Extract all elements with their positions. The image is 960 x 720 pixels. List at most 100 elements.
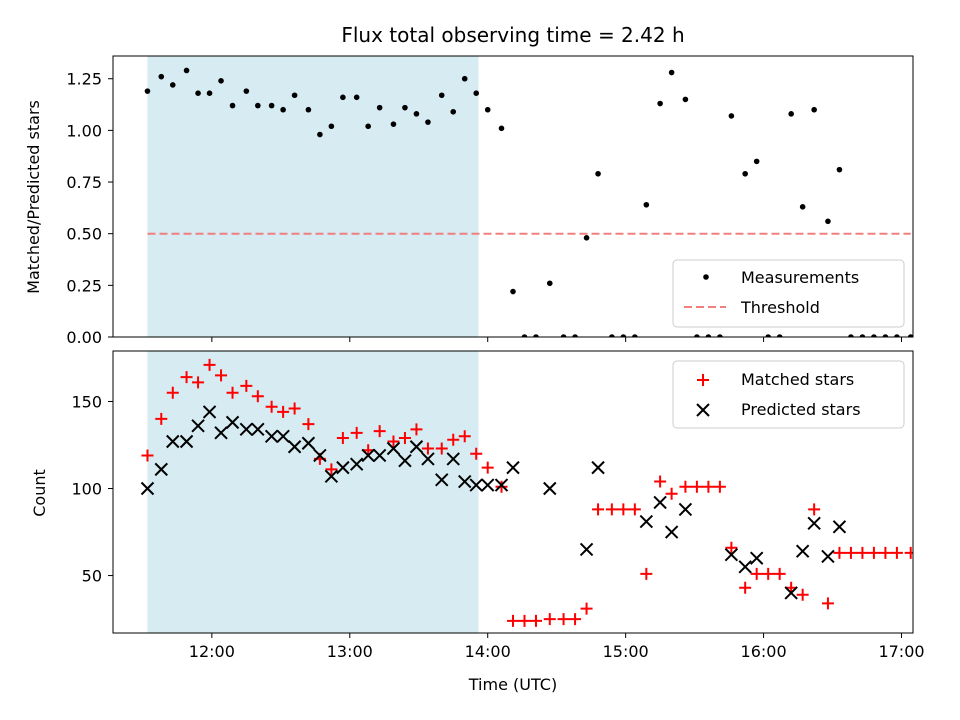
- matched-star-point: [569, 613, 582, 626]
- measurement-point: [572, 334, 578, 337]
- predicted-star-point: [832, 520, 847, 534]
- legend-threshold-label: Threshold: [740, 298, 820, 317]
- matched-star-point: [215, 369, 228, 382]
- predicted-star-point: [349, 457, 364, 471]
- legend-matched-marker: [697, 374, 709, 386]
- predicted-star-point: [372, 448, 387, 463]
- measurement-point: [498, 125, 505, 132]
- predicted-star-point: [202, 405, 217, 419]
- predicted-star-point: [543, 481, 557, 496]
- measurement-point: [717, 334, 723, 337]
- measurement-point: [521, 334, 528, 337]
- measurement-point: [461, 75, 468, 82]
- legend-measurements-marker: [703, 274, 709, 280]
- matched-star-point: [762, 567, 775, 580]
- measurement-point: [657, 100, 663, 107]
- measurement-point: [291, 92, 298, 99]
- x-tick-label: 14:00: [465, 642, 511, 661]
- measurement-point: [742, 170, 748, 177]
- matched-star-point: [713, 480, 726, 493]
- measurement-point: [353, 94, 360, 101]
- predicted-star-point: [214, 426, 228, 440]
- predicted-star-point: [191, 419, 205, 433]
- predicted-star-point: [807, 516, 821, 531]
- matched-star-point: [180, 371, 193, 384]
- measurement-point: [280, 106, 286, 113]
- measurement-point: [317, 131, 323, 138]
- measurement-point: [859, 334, 866, 337]
- predicted-star-point: [821, 549, 835, 564]
- predicted-star-point: [287, 440, 302, 454]
- measurement-point: [376, 104, 383, 111]
- measurement-point: [765, 334, 771, 337]
- predicted-star-point: [166, 434, 180, 449]
- measurement-point: [753, 158, 760, 165]
- measurement-point: [229, 102, 236, 109]
- measurement-point: [620, 334, 627, 337]
- measurement-point: [268, 102, 275, 109]
- matched-star-point: [203, 358, 216, 371]
- measurement-point: [340, 94, 346, 101]
- matched-star-point: [821, 597, 834, 610]
- bottom-legend: Matched stars Predicted stars: [672, 360, 905, 429]
- predicted-star-point: [738, 560, 752, 574]
- matched-star-point: [529, 614, 542, 627]
- y-tick-label: 1.25: [66, 70, 102, 89]
- measurement-point: [705, 334, 712, 337]
- measurement-point: [907, 334, 913, 337]
- matched-star-point: [690, 480, 703, 493]
- measurement-point: [894, 334, 900, 337]
- measurement-point: [583, 235, 590, 241]
- measurement-point: [546, 280, 553, 287]
- matched-star-point: [890, 546, 903, 559]
- axes-frame: [112, 350, 914, 634]
- x-tick-label: 16:00: [741, 642, 787, 661]
- predicted-star-point: [336, 460, 350, 475]
- predicted-star-point: [409, 440, 424, 454]
- matched-star-point: [592, 503, 605, 516]
- measurement-point: [776, 334, 783, 337]
- matched-star-point: [617, 503, 630, 516]
- measurement-point: [799, 204, 806, 210]
- matched-star-point: [518, 614, 531, 627]
- measurement-point: [560, 334, 567, 337]
- matched-star-point: [265, 400, 278, 413]
- predicted-star-point: [264, 429, 279, 444]
- matched-star-point: [373, 425, 386, 438]
- matched-star-point: [507, 614, 519, 627]
- matched-star-point: [192, 376, 205, 389]
- y-tick-label: 0.00: [66, 328, 102, 347]
- matched-star-point: [833, 546, 846, 559]
- legend-predicted-label: Predicted stars: [741, 400, 861, 419]
- matched-star-point: [773, 567, 786, 580]
- predicted-star-point: [481, 478, 495, 492]
- matched-star-point: [251, 390, 264, 403]
- measurement-point: [169, 82, 176, 88]
- measurement-point: [183, 67, 190, 74]
- predicted-star-point: [251, 422, 265, 437]
- x-tick-label: 15:00: [603, 642, 649, 661]
- x-tick-label: 17:00: [878, 642, 924, 661]
- matched-star-point: [421, 442, 434, 455]
- matched-star-point: [679, 480, 692, 493]
- measurement-point: [595, 170, 601, 177]
- matched-star-point: [470, 447, 483, 460]
- measurement-point: [195, 90, 201, 96]
- matched-star-point: [702, 480, 715, 493]
- predicted-star-point: [324, 469, 339, 484]
- measurement-point: [255, 102, 261, 109]
- measurement-point: [438, 92, 445, 99]
- predicted-star-point: [398, 453, 412, 468]
- bottom-panel: 50 100 150 12:00 13:00 14:00 15:00 16:00 17:00: [71, 350, 925, 661]
- measurement-point: [413, 111, 420, 117]
- measurement-point: [825, 218, 831, 225]
- chart-title: Flux total observing time = 2.42 h: [341, 23, 684, 47]
- predicted-star-point: [469, 478, 483, 492]
- predicted-star-point: [179, 434, 194, 449]
- shaded-region: [147, 56, 479, 337]
- top-legend-box: [672, 259, 905, 328]
- measurement-point: [728, 113, 735, 119]
- matched-star-point: [879, 546, 892, 559]
- measurement-point: [243, 88, 250, 94]
- matched-star-point: [166, 386, 179, 399]
